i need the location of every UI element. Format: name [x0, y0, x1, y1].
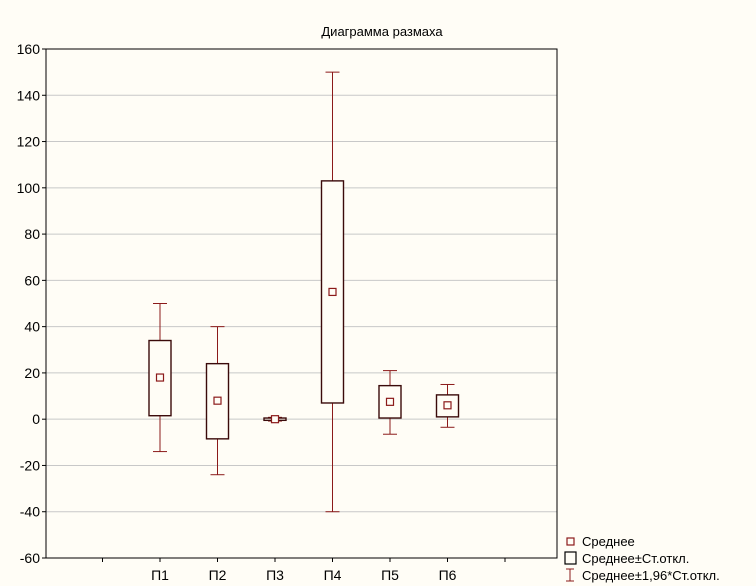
mean-marker: [270, 415, 280, 424]
box-group: [435, 383, 460, 428]
legend-label-mean: Среднее: [582, 534, 635, 549]
mean-marker: [155, 373, 165, 382]
plot-frame: [45, 48, 558, 559]
y-tick-label: 160: [17, 41, 41, 57]
y-tick-label: -40: [20, 504, 40, 520]
x-tick-label: П2: [209, 567, 227, 583]
x-tick-label: П3: [266, 567, 284, 583]
x-axis: П1 П2 П3 П4 П5 П6: [102, 558, 506, 583]
legend-label-sd: Среднее±Ст.откл.: [582, 551, 689, 566]
legend: Среднее Среднее±Ст.откл. Среднее±1,96*Ст.о…: [564, 534, 720, 583]
mean-marker: [328, 287, 337, 297]
legend-box-swatch: [564, 551, 577, 565]
legend-label-ci: Среднее±1,96*Ст.откл.: [582, 568, 720, 583]
y-tick-label: -20: [20, 457, 40, 473]
y-tick-label: 100: [17, 180, 41, 196]
y-tick-label: 60: [24, 272, 40, 288]
box-group: [148, 303, 172, 453]
mean-marker: [213, 396, 222, 405]
legend-mean-marker: [566, 537, 575, 546]
box-marks: [148, 71, 460, 513]
box-group: [320, 71, 345, 513]
y-tick-label: -60: [20, 550, 40, 566]
box-group: [263, 415, 287, 424]
y-tick-label: 20: [24, 365, 40, 381]
y-tick-label: 140: [17, 87, 41, 103]
x-tick-label: П4: [324, 567, 342, 583]
y-tick-label: 80: [24, 226, 40, 242]
x-tick-label: П1: [151, 567, 169, 583]
x-tick-label: П5: [381, 567, 399, 583]
y-tick-label: 0: [32, 411, 40, 427]
x-tick-label: П6: [439, 567, 457, 583]
y-tick-label: 120: [17, 134, 41, 150]
y-axis: -60 -40 -20 0 20 40 60 80 100 120 140 160: [17, 41, 46, 566]
box-group: [378, 370, 402, 435]
mean-marker: [443, 401, 452, 410]
mean-marker: [385, 397, 395, 406]
grid-lines: [46, 94, 557, 513]
box-group: [205, 326, 230, 476]
y-tick-label: 40: [24, 319, 40, 335]
chart-title: Диаграмма размаха: [321, 24, 443, 39]
